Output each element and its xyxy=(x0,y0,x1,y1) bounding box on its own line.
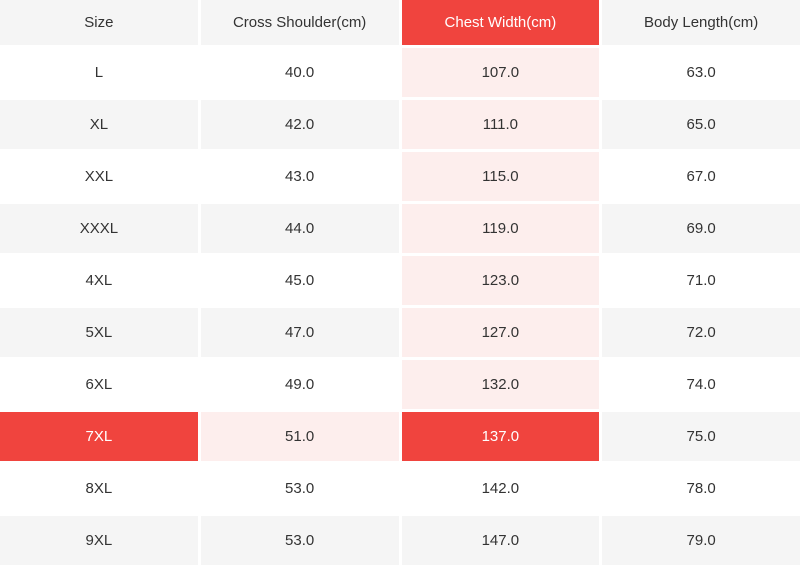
table-cell[interactable]: 107.0 xyxy=(401,48,600,97)
selected-cell[interactable]: 137.0 xyxy=(401,412,600,461)
row-header-cell[interactable]: XXL xyxy=(0,152,198,201)
table-cell[interactable]: 142.0 xyxy=(401,464,600,513)
row-header-cell[interactable]: 8XL xyxy=(0,464,198,513)
table-cell[interactable]: 65.0 xyxy=(602,100,800,149)
row-header-cell[interactable]: 9XL xyxy=(0,516,198,565)
column-header-cross-shoulder: Cross Shoulder(cm) xyxy=(200,0,399,45)
row-header-cell[interactable]: 4XL xyxy=(0,256,198,305)
table-cell[interactable]: 75.0 xyxy=(602,412,800,461)
table-cell[interactable]: 53.0 xyxy=(200,516,399,565)
row-header-cell[interactable]: L xyxy=(0,48,198,97)
table-cell[interactable]: 79.0 xyxy=(602,516,800,565)
row-header-cell[interactable]: 5XL xyxy=(0,308,198,357)
table-cell[interactable]: 147.0 xyxy=(401,516,600,565)
table-cell[interactable]: 67.0 xyxy=(602,152,800,201)
table-cell[interactable]: 44.0 xyxy=(200,204,399,253)
table-cell[interactable]: 45.0 xyxy=(200,256,399,305)
table-cell[interactable]: 53.0 xyxy=(200,464,399,513)
row-header-cell[interactable]: 6XL xyxy=(0,360,198,409)
table-cell[interactable]: 71.0 xyxy=(602,256,800,305)
table-cell[interactable]: 111.0 xyxy=(401,100,600,149)
row-header-cell[interactable]: XXXL xyxy=(0,204,198,253)
column-header-size: Size xyxy=(0,0,198,45)
table-cell[interactable]: 42.0 xyxy=(200,100,399,149)
row-header-cell[interactable]: XL xyxy=(0,100,198,149)
table-cell[interactable]: 47.0 xyxy=(200,308,399,357)
table-cell[interactable]: 43.0 xyxy=(200,152,399,201)
table-cell[interactable]: 115.0 xyxy=(401,152,600,201)
table-cell[interactable]: 69.0 xyxy=(602,204,800,253)
column-header-chest-width: Chest Width(cm) xyxy=(401,0,600,45)
table-cell[interactable]: 63.0 xyxy=(602,48,800,97)
table-cell[interactable]: 40.0 xyxy=(200,48,399,97)
table-cell[interactable]: 119.0 xyxy=(401,204,600,253)
table-cell[interactable]: 74.0 xyxy=(602,360,800,409)
table-cell[interactable]: 123.0 xyxy=(401,256,600,305)
column-header-body-length: Body Length(cm) xyxy=(602,0,800,45)
table-cell[interactable]: 72.0 xyxy=(602,308,800,357)
table-cell[interactable]: 78.0 xyxy=(602,464,800,513)
table-cell[interactable]: 132.0 xyxy=(401,360,600,409)
table-cell[interactable]: 51.0 xyxy=(200,412,399,461)
table-cell[interactable]: 49.0 xyxy=(200,360,399,409)
selected-row-header-cell[interactable]: 7XL xyxy=(0,412,198,461)
table-cell[interactable]: 127.0 xyxy=(401,308,600,357)
